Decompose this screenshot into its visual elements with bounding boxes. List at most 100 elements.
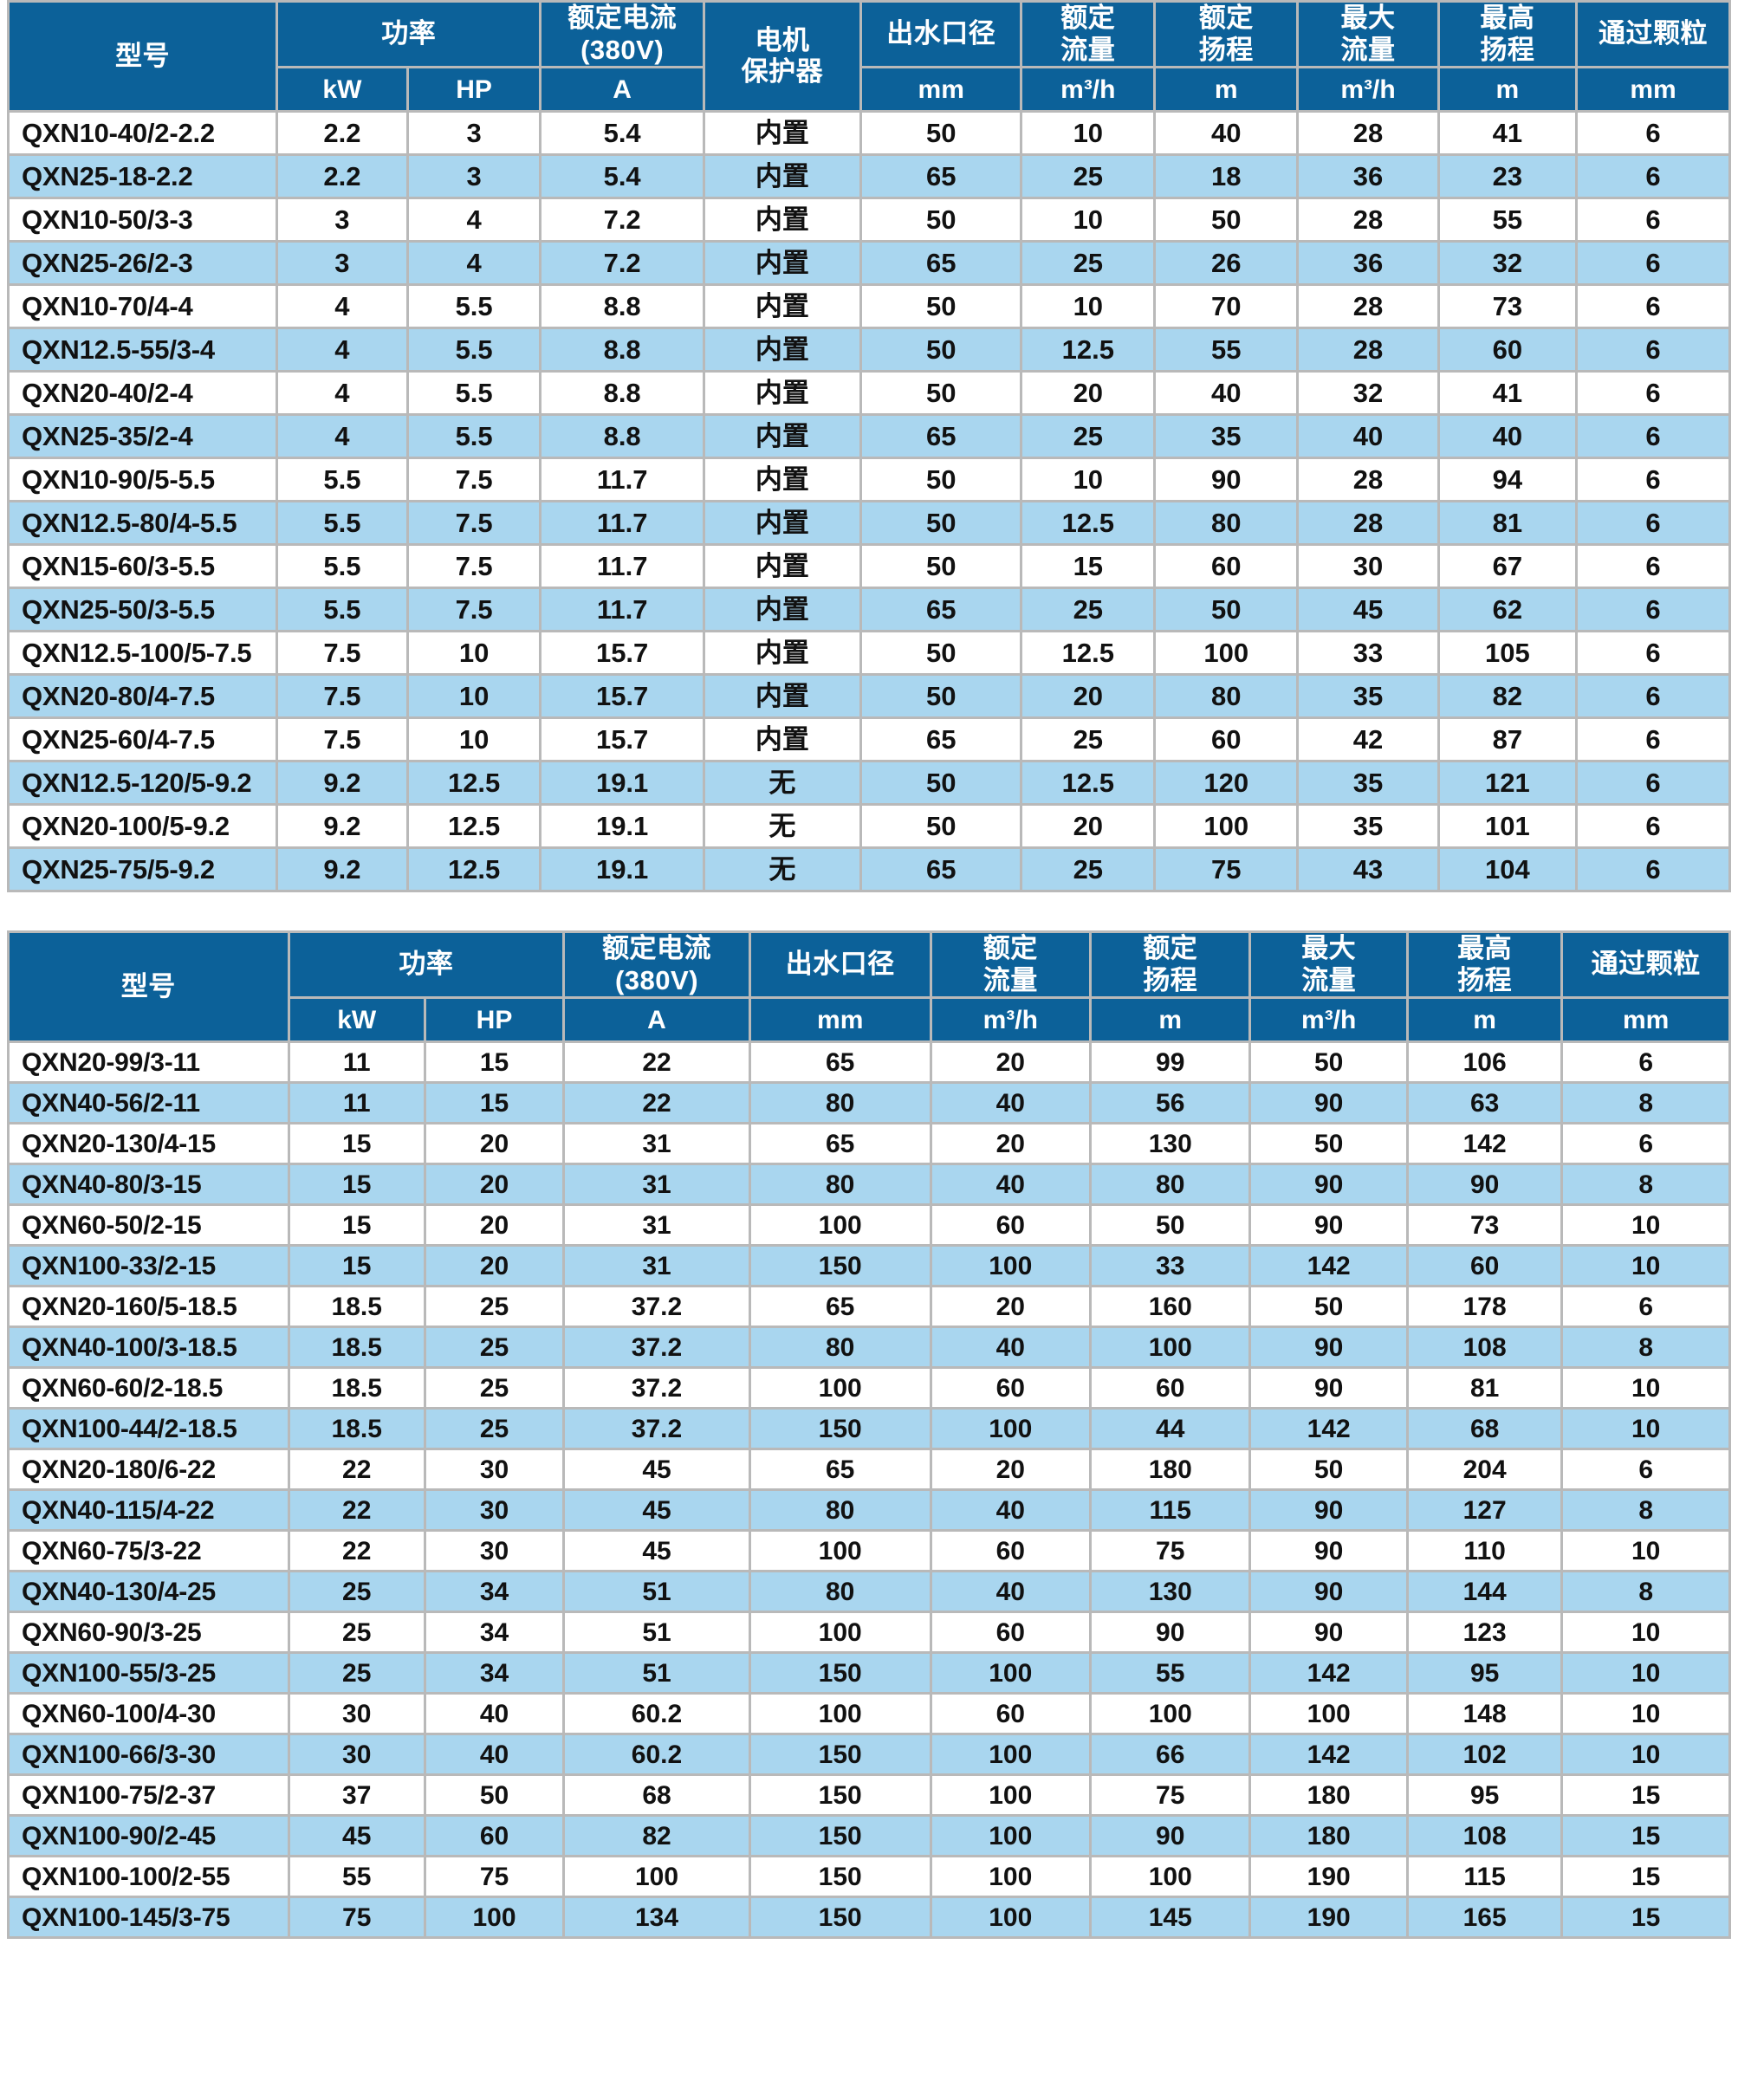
cell-model: QXN25-60/4-7.5 xyxy=(10,719,276,761)
cell-value: 127 xyxy=(1408,1491,1561,1530)
table-row: QXN10-70/4-4 4 5.5 8.8 内置 50 10 70 28 73 6 xyxy=(10,286,1728,327)
cell-value: 25 xyxy=(1022,589,1154,631)
unit-header-max-head: m xyxy=(1439,68,1576,111)
cell-value: 50 xyxy=(1156,199,1297,241)
cell-value: 35 xyxy=(1299,806,1437,847)
cell-value: 4 xyxy=(408,243,540,284)
cell-value: 50 xyxy=(1251,1043,1406,1082)
cell-value: 36 xyxy=(1299,156,1437,198)
table-row: QXN60-50/2-15 15 20 31 100 60 50 90 73 10 xyxy=(10,1206,1728,1245)
cell-value: 50 xyxy=(861,632,1021,674)
cell-value: 100 xyxy=(750,1206,930,1245)
table-row: QXN25-35/2-4 4 5.5 8.8 内置 65 25 35 40 40 6 xyxy=(10,416,1728,457)
cell-value: 142 xyxy=(1251,1654,1406,1693)
cell-value: 8.8 xyxy=(542,373,703,414)
unit-header-outlet-mm: mm xyxy=(750,999,930,1041)
table-row: QXN12.5-120/5-9.2 9.2 12.5 19.1 无 50 12.5 120 35… xyxy=(10,762,1728,804)
col-header-max-head: 最高 扬程 xyxy=(1439,3,1576,67)
cell-value: 12.5 xyxy=(408,849,540,891)
table-row: QXN40-130/4-25 25 34 51 80 40 130 90 144 8 xyxy=(10,1572,1728,1611)
cell-value: 40 xyxy=(931,1165,1089,1204)
cell-value: 130 xyxy=(1092,1572,1249,1611)
cell-value: 50 xyxy=(861,329,1021,371)
cell-value: 50 xyxy=(861,502,1021,544)
table-row: QXN40-56/2-11 11 15 22 80 40 56 90 63 8 xyxy=(10,1084,1728,1123)
cell-value: 75 xyxy=(1156,849,1297,891)
cell-value: 7.5 xyxy=(278,719,406,761)
cell-value: 142 xyxy=(1251,1735,1406,1774)
cell-value: 7.5 xyxy=(408,546,540,587)
cell-value: 28 xyxy=(1299,199,1437,241)
table-row: QXN12.5-100/5-7.5 7.5 10 15.7 内置 50 12.5 100 33 1… xyxy=(10,632,1728,674)
cell-value: 44 xyxy=(1092,1410,1249,1449)
col-header-outlet-diameter: 出水口径 xyxy=(750,933,930,997)
unit-header-rated-head: m xyxy=(1092,999,1249,1041)
cell-value: 28 xyxy=(1299,459,1437,501)
cell-value: 66 xyxy=(1092,1735,1249,1774)
max-head-line-2: 扬程 xyxy=(1457,964,1513,995)
cell-value: 90 xyxy=(1251,1165,1406,1204)
max-head-line-2: 扬程 xyxy=(1480,34,1535,65)
cell-value: 94 xyxy=(1439,459,1576,501)
cell-value: 30 xyxy=(425,1491,563,1530)
cell-value: 100 xyxy=(1251,1695,1406,1734)
cell-value: 20 xyxy=(425,1125,563,1163)
cell-value: 25 xyxy=(425,1287,563,1326)
cell-value: 10 xyxy=(408,676,540,717)
cell-value: 内置 xyxy=(704,199,859,241)
cell-value: 10 xyxy=(1022,459,1154,501)
cell-value: 8 xyxy=(1563,1491,1728,1530)
rated-head-line-2: 扬程 xyxy=(1198,34,1254,65)
max-flow-line-1: 最大 xyxy=(1301,933,1357,964)
cell-value: 8 xyxy=(1563,1572,1728,1611)
cell-value: 100 xyxy=(1156,806,1297,847)
cell-value: 8.8 xyxy=(542,286,703,327)
cell-value: 8 xyxy=(1563,1165,1728,1204)
cell-value: 10 xyxy=(1563,1247,1728,1286)
cell-value: 7.5 xyxy=(278,632,406,674)
cell-value: 60 xyxy=(1156,719,1297,761)
cell-value: 11.7 xyxy=(542,589,703,631)
cell-value: 50 xyxy=(861,199,1021,241)
cell-value: 100 xyxy=(931,1654,1089,1693)
table-row: QXN40-115/4-22 22 30 45 80 40 115 90 127 8 xyxy=(10,1491,1728,1530)
unit-header-rated-head: m xyxy=(1156,68,1297,111)
unit-header-hp: HP xyxy=(408,68,540,111)
cell-value: 43 xyxy=(1299,849,1437,891)
cell-value: 87 xyxy=(1439,719,1576,761)
cell-value: 5.5 xyxy=(278,502,406,544)
cell-model: QXN20-100/5-9.2 xyxy=(10,806,276,847)
cell-value: 110 xyxy=(1408,1532,1561,1571)
cell-value: 108 xyxy=(1408,1817,1561,1856)
table-row: QXN100-145/3-75 75 100 134 150 100 145 190 165 15 xyxy=(10,1898,1728,1937)
rated-current-line-2: (380V) xyxy=(614,964,699,995)
cell-value: 75 xyxy=(1092,1776,1249,1815)
cell-value: 150 xyxy=(750,1857,930,1896)
cell-value: 6 xyxy=(1578,156,1728,198)
cell-value: 40 xyxy=(1439,416,1576,457)
col-header-max-flow: 最大 流量 xyxy=(1299,3,1437,67)
cell-value: 204 xyxy=(1408,1450,1561,1489)
cell-model: QXN100-145/3-75 xyxy=(10,1898,288,1937)
cell-value: 6 xyxy=(1578,762,1728,804)
cell-value: 60 xyxy=(1439,329,1576,371)
cell-value: 15.7 xyxy=(542,676,703,717)
cell-value: 75 xyxy=(1092,1532,1249,1571)
table-separator-gap xyxy=(7,892,1731,930)
cell-value: 15 xyxy=(1563,1817,1728,1856)
cell-value: 190 xyxy=(1251,1857,1406,1896)
unit-header-max-flow: m³/h xyxy=(1299,68,1437,111)
cell-value: 100 xyxy=(931,1857,1089,1896)
cell-value: 内置 xyxy=(704,156,859,198)
cell-value: 15.7 xyxy=(542,719,703,761)
cell-model: QXN60-75/3-22 xyxy=(10,1532,288,1571)
cell-value: 50 xyxy=(861,762,1021,804)
table-row: QXN25-50/3-5.5 5.5 7.5 11.7 内置 65 25 50 45 62 6 xyxy=(10,589,1728,631)
cell-value: 178 xyxy=(1408,1287,1561,1326)
col-header-max-head: 最高 扬程 xyxy=(1408,933,1561,997)
cell-value: 40 xyxy=(1156,373,1297,414)
cell-value: 45 xyxy=(1299,589,1437,631)
col-header-rated-flow: 额定 流量 xyxy=(1022,3,1154,67)
cell-value: 100 xyxy=(750,1613,930,1652)
cell-value: 80 xyxy=(750,1491,930,1530)
